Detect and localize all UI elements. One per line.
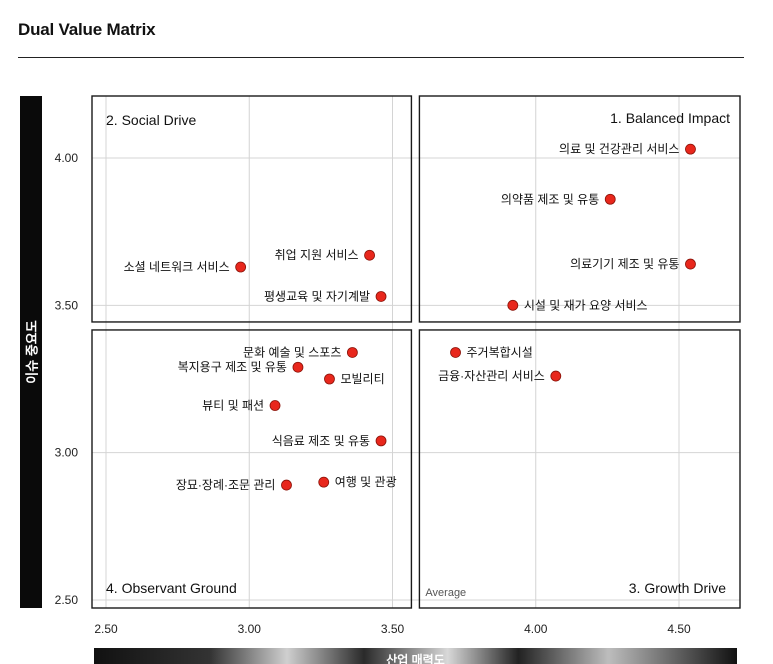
x-tick-label: 4.50 [667, 622, 691, 636]
data-point [346, 347, 358, 358]
data-point [685, 258, 696, 270]
y-axis-label-bar [20, 96, 42, 608]
data-point-label: 의료기기 제조 및 유통 [570, 257, 679, 271]
x-tick-label: 3.50 [381, 622, 405, 636]
data-point-label: 여행 및 관광 [335, 474, 397, 489]
average-label: Average [425, 587, 466, 599]
quadrant-3-label: 3. Growth Drive [629, 580, 726, 596]
y-tick-label: 3.00 [55, 446, 79, 460]
y-tick-label: 2.50 [55, 593, 79, 607]
x-tick-label: 2.50 [94, 622, 118, 636]
data-point [364, 249, 375, 261]
data-point-label: 장묘·장례·조문 관리 [176, 478, 276, 492]
data-point [604, 193, 616, 205]
data-point [269, 400, 281, 411]
data-point-label: 문화 예술 및 스포츠 [243, 345, 341, 359]
y-tick-label: 4.00 [55, 151, 79, 165]
data-point [375, 435, 387, 447]
data-point-label: 뷰티 및 패션 [202, 399, 264, 413]
data-point-label: 평생교육 및 자기계발 [264, 289, 370, 303]
quadrant-4-box [91, 329, 413, 609]
y-tick-label: 3.50 [55, 298, 79, 312]
quadrant-2-label: 2. Social Drive [106, 112, 196, 128]
x-tick-label: 3.00 [238, 622, 262, 636]
data-point [375, 291, 387, 302]
data-point [235, 261, 247, 273]
data-point [324, 373, 335, 385]
data-point [292, 361, 304, 373]
data-point [685, 143, 696, 155]
data-point-label: 주거복합시설 [467, 345, 533, 359]
data-point-label: 모빌리티 [340, 372, 384, 386]
data-point [281, 479, 292, 491]
quadrant-2-box [91, 95, 413, 323]
x-axis-label-bar: 산업 매력도 [94, 648, 737, 664]
data-point-label: 소셜 네트워크 서비스 [124, 260, 230, 274]
data-point-label: 시설 및 재가 요양 서비스 [524, 298, 648, 312]
page-title: Dual Value Matrix [18, 20, 156, 39]
data-point-label: 복지용구 제조 및 유통 [178, 360, 287, 374]
title-divider [18, 57, 744, 58]
data-point-label: 취업 지원 서비스 [275, 248, 359, 262]
x-tick-label: 4.00 [524, 622, 548, 636]
data-point [507, 299, 519, 311]
data-point-label: 금융·자산관리 서비스 [438, 369, 545, 383]
data-point-label: 식음료 제조 및 유통 [272, 434, 370, 448]
data-point [550, 370, 562, 382]
data-point [450, 347, 461, 358]
quadrant-1-box [418, 95, 741, 323]
quadrant-3-box [418, 329, 741, 609]
x-axis-label: 산업 매력도 [386, 653, 445, 664]
data-point-label: 의료 및 건강관리 서비스 [559, 142, 679, 156]
data-point-label: 의약품 제조 및 유통 [501, 191, 599, 206]
quadrant-4-label: 4. Observant Ground [106, 580, 237, 596]
quadrant-1-label: 1. Balanced Impact [610, 110, 730, 126]
data-point [318, 476, 330, 488]
